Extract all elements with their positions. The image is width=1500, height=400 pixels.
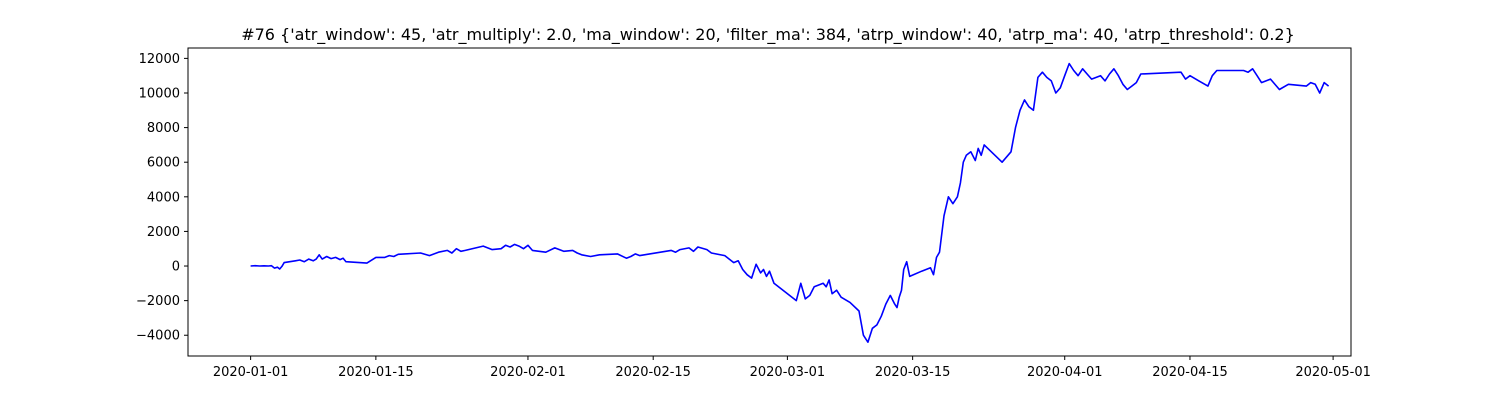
x-tick-label: 2020-01-15 — [338, 365, 414, 380]
y-axis: −4000 −2000 0 2000 4000 6000 8000 10000 12000 — [136, 52, 188, 344]
y-tick-label: 0 — [172, 260, 180, 275]
y-tick-label: 6000 — [147, 156, 180, 171]
x-tick-label: 2020-03-15 — [875, 365, 951, 380]
x-tick-label: 2020-02-01 — [490, 365, 566, 380]
y-tick-label: 10000 — [139, 86, 180, 101]
y-tick-label: 2000 — [147, 225, 180, 240]
y-tick-label: −2000 — [136, 294, 180, 309]
y-tick-label: 8000 — [147, 121, 180, 136]
x-tick-label: 2020-01-01 — [213, 365, 289, 380]
plot-area-frame — [187, 47, 1352, 357]
y-tick-label: −4000 — [136, 329, 180, 344]
x-tick-label: 2020-03-01 — [750, 365, 826, 380]
x-tick-label: 2020-05-01 — [1295, 365, 1371, 380]
x-tick-label: 2020-04-01 — [1027, 365, 1103, 380]
x-tick-label: 2020-02-15 — [615, 365, 691, 380]
y-tick-label: 4000 — [147, 190, 180, 205]
x-tick-label: 2020-04-15 — [1152, 365, 1228, 380]
y-tick-label: 12000 — [139, 52, 180, 67]
x-axis: 2020-01-01 2020-01-15 2020-02-01 2020-02-15… — [213, 356, 1371, 380]
plot-series — [250, 62, 1330, 343]
series-line-0 — [250, 62, 1330, 343]
chart-title: #76 {'atr_window': 45, 'atr_multiply': 2… — [241, 25, 1295, 45]
